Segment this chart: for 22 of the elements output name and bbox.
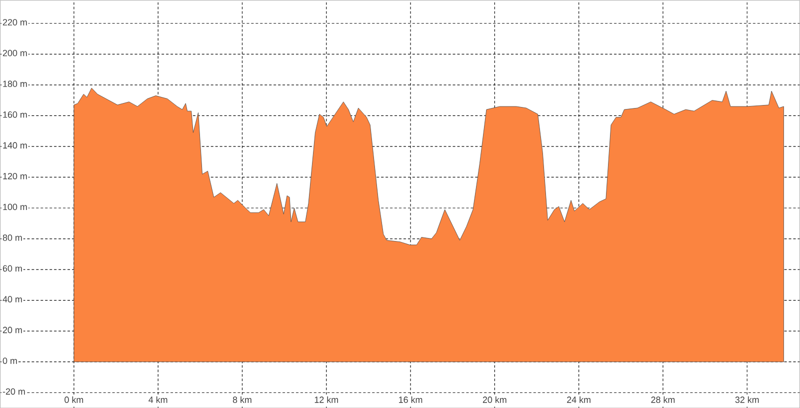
x-tick-label: 16 km xyxy=(399,396,422,403)
x-tick-label: 24 km xyxy=(567,396,590,403)
y-tick-label: 160 m xyxy=(3,111,27,118)
x-tick-label: 8 km xyxy=(232,396,252,403)
x-tick-label: 12 km xyxy=(314,396,338,403)
y-tick-label: 220 m xyxy=(2,18,27,26)
y-tick-label: 60 m xyxy=(2,265,22,272)
y-tick-label: -20 m xyxy=(2,388,25,395)
x-tick-label: 28 km xyxy=(651,396,675,403)
x-tick-label: 4 km xyxy=(148,396,168,403)
x-tick-label: 20 km xyxy=(482,396,506,403)
y-tick-label: 80 m xyxy=(2,234,22,241)
y-tick-label: 20 m xyxy=(2,326,22,334)
x-tick-label: 0 km xyxy=(64,396,84,403)
y-tick-label: 0 m xyxy=(2,357,17,364)
y-tick-label: 180 m xyxy=(3,80,27,87)
y-tick-label: 140 m xyxy=(3,142,27,148)
y-tick-label: 120 m xyxy=(3,172,27,180)
y-tick-label: 40 m xyxy=(2,296,22,302)
x-tick-label: 32 km xyxy=(735,396,759,403)
y-tick-label: 100 m xyxy=(3,204,27,210)
y-tick-label: 200 m xyxy=(2,50,27,56)
